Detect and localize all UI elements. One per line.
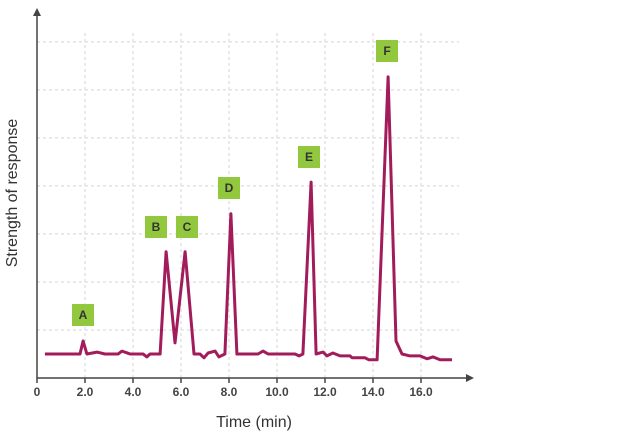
annotation: F: [383, 44, 390, 58]
x-tick-label: 8.0: [221, 385, 238, 399]
annotation: B: [152, 220, 161, 234]
x-tick-label: 14.0: [361, 385, 385, 399]
x-tick-label: 2.0: [77, 385, 94, 399]
y-axis-arrow: [33, 8, 41, 16]
annotation-box: [218, 177, 240, 199]
annotation: E: [305, 150, 313, 164]
annotation-box: [145, 216, 167, 238]
annotation-box: [72, 304, 94, 326]
annotation-box: [376, 40, 398, 62]
y-axis-label: Strength of response: [4, 119, 21, 268]
x-tick-label: 12.0: [313, 385, 337, 399]
annotation-box: [176, 216, 198, 238]
x-axis-arrow: [466, 374, 474, 382]
annotation: D: [225, 181, 234, 195]
x-tick-label: 16.0: [409, 385, 433, 399]
annotation: C: [183, 220, 192, 234]
x-tick-label: 0: [34, 385, 41, 399]
response-line: [44, 75, 452, 362]
x-tick-label: 10.0: [265, 385, 289, 399]
x-tick-label: 6.0: [173, 385, 190, 399]
annotation-box: [298, 146, 320, 168]
annotation: A: [79, 308, 88, 322]
x-axis-label: Time (min): [216, 414, 292, 431]
x-tick-label: 4.0: [125, 385, 142, 399]
